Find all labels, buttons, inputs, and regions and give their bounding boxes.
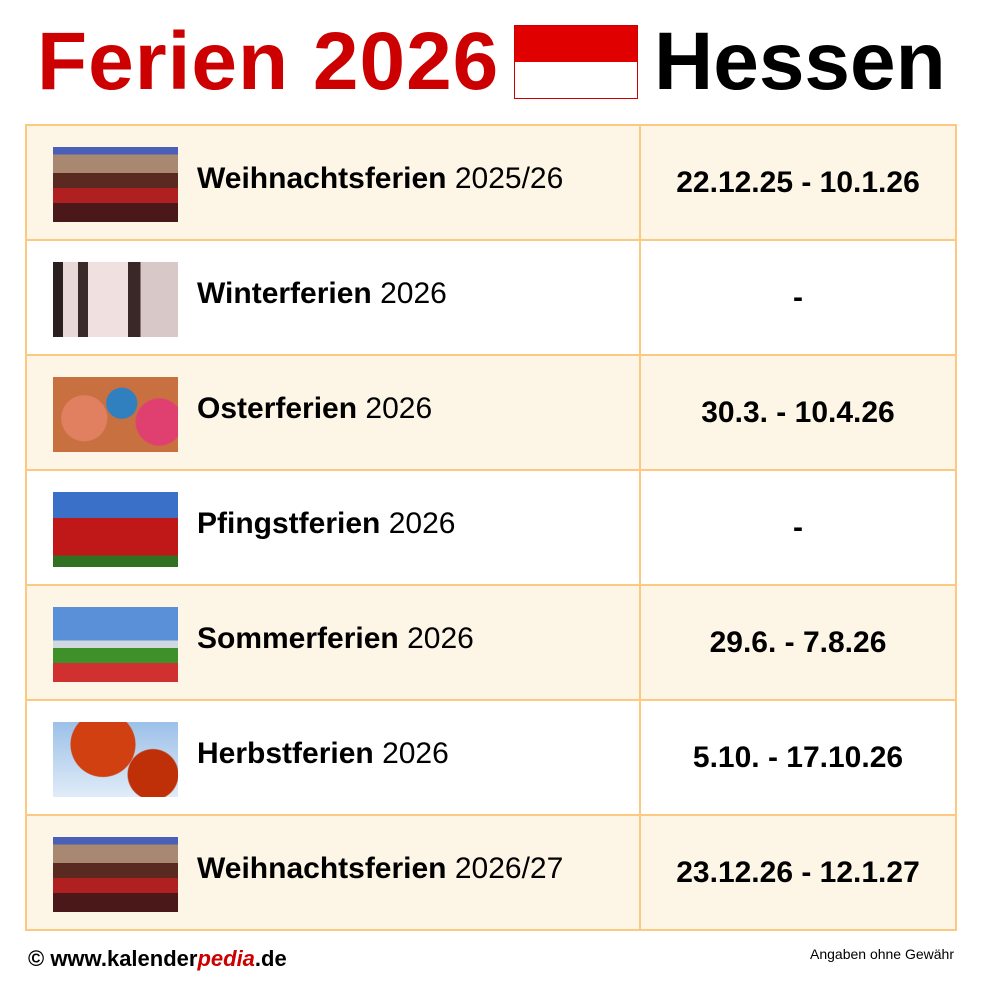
- holiday-dates: 5.10. - 17.10.26: [639, 699, 957, 816]
- holiday-label: Herbstferien 2026: [197, 737, 449, 771]
- holiday-year: 2026/27: [454, 852, 564, 885]
- holiday-name: Osterferien: [197, 392, 358, 425]
- holiday-dates: 23.12.26 - 12.1.27: [639, 814, 957, 931]
- tulips-image: [53, 492, 178, 567]
- holiday-year: 2026: [382, 737, 449, 770]
- christmas-market-image: [53, 147, 178, 222]
- holiday-table: Weihnachtsferien 2025/26 22.12.25 - 10.1…: [25, 124, 957, 931]
- holiday-year: 2026: [388, 507, 456, 540]
- table-row: Pfingstferien 2026 -: [25, 469, 957, 586]
- copyright-link[interactable]: © www.kalenderpedia.de: [28, 946, 287, 972]
- holiday-name: Weihnachtsferien: [197, 162, 447, 195]
- holiday-dates: 29.6. - 7.8.26: [639, 584, 957, 701]
- hessen-flag-icon: [514, 25, 638, 99]
- holiday-dates: -: [639, 239, 957, 356]
- holiday-name-cell: Pfingstferien 2026: [25, 469, 641, 586]
- holiday-label: Weihnachtsferien 2025/26: [197, 162, 563, 196]
- disclaimer: Angaben ohne Gewähr: [810, 946, 954, 962]
- holiday-name-cell: Winterferien 2026: [25, 239, 641, 356]
- holiday-name: Pfingstferien: [197, 507, 381, 540]
- holiday-label: Weihnachtsferien 2026/27: [197, 852, 563, 886]
- holiday-label: Winterferien 2026: [197, 277, 447, 311]
- table-row: Weihnachtsferien 2026/27 23.12.26 - 12.1…: [25, 814, 957, 931]
- holiday-name-cell: Sommerferien 2026: [25, 584, 641, 701]
- winter-avenue-image: [53, 262, 178, 337]
- table-row: Winterferien 2026 -: [25, 239, 957, 356]
- holiday-label: Sommerferien 2026: [197, 622, 474, 656]
- autumn-leaves-image: [53, 722, 178, 797]
- holiday-year: 2025/26: [454, 162, 564, 195]
- brand-accent: pedia: [197, 946, 255, 971]
- holiday-name-cell: Herbstferien 2026: [25, 699, 641, 816]
- holiday-year: 2026: [365, 392, 433, 425]
- holiday-name-cell: Weihnachtsferien 2026/27: [25, 814, 641, 931]
- holiday-name: Weihnachtsferien: [197, 852, 447, 885]
- holiday-name: Herbstferien: [197, 737, 374, 770]
- summer-park-image: [53, 607, 178, 682]
- state-name: Hessen: [654, 16, 946, 107]
- holiday-name-cell: Weihnachtsferien 2025/26: [25, 124, 641, 241]
- holiday-name: Sommerferien: [197, 622, 399, 655]
- holiday-dates: 22.12.25 - 10.1.26: [639, 124, 957, 241]
- holiday-label: Osterferien 2026: [197, 392, 432, 426]
- christmas-market-image: [53, 837, 178, 912]
- table-row: Sommerferien 2026 29.6. - 7.8.26: [25, 584, 957, 701]
- easter-eggs-image: [53, 377, 178, 452]
- page-title: Ferien 2026: [37, 16, 500, 107]
- table-row: Herbstferien 2026 5.10. - 17.10.26: [25, 699, 957, 816]
- holiday-name-cell: Osterferien 2026: [25, 354, 641, 471]
- table-row: Osterferien 2026 30.3. - 10.4.26: [25, 354, 957, 471]
- holiday-name: Winterferien: [197, 277, 372, 310]
- table-row: Weihnachtsferien 2025/26 22.12.25 - 10.1…: [25, 124, 957, 241]
- holiday-dates: 30.3. - 10.4.26: [639, 354, 957, 471]
- holiday-year: 2026: [407, 622, 474, 655]
- holiday-label: Pfingstferien 2026: [197, 507, 455, 541]
- domain-suffix: .de: [254, 946, 287, 971]
- holiday-year: 2026: [380, 277, 447, 310]
- holiday-dates: -: [639, 469, 957, 586]
- copyright-text: © www.kalender: [28, 946, 198, 971]
- page-header: Ferien 2026 Hessen: [0, 14, 982, 114]
